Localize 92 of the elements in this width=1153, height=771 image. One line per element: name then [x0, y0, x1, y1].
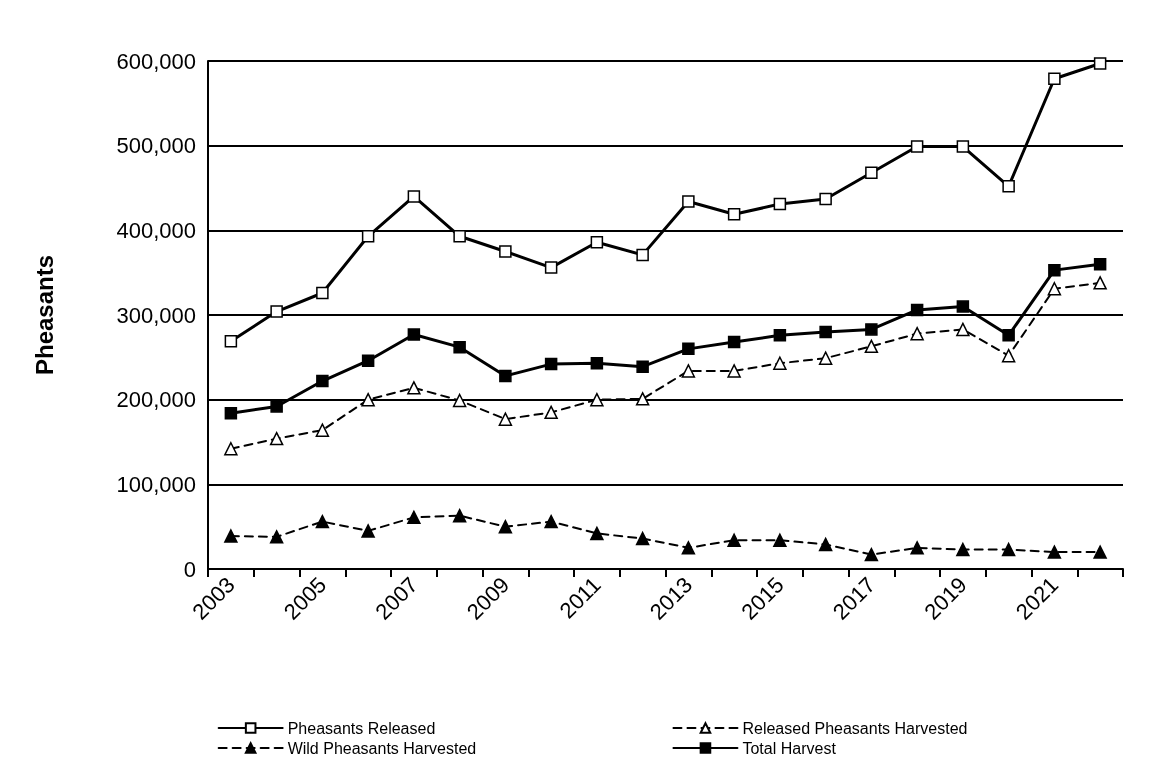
- point: [590, 392, 604, 407]
- point: [865, 166, 878, 180]
- point: [956, 542, 970, 557]
- point: [407, 190, 421, 203]
- point: [910, 303, 924, 317]
- point: [499, 245, 512, 258]
- point: [544, 357, 558, 371]
- point: [865, 323, 878, 336]
- point: [1093, 545, 1107, 559]
- point: [316, 374, 329, 388]
- legend-label: Total Harvest: [742, 739, 837, 757]
- point: [819, 325, 832, 339]
- point: [1047, 545, 1062, 559]
- point: [270, 305, 283, 318]
- y-tick-label: 200,000: [116, 387, 196, 413]
- point: [773, 197, 787, 211]
- point: [224, 335, 238, 348]
- point: [453, 230, 466, 243]
- point: [681, 541, 696, 555]
- point: [636, 360, 649, 373]
- y-tick-label: 100,000: [116, 471, 196, 497]
- point: [315, 514, 330, 529]
- point: [727, 364, 741, 378]
- point: [819, 192, 832, 206]
- point: [407, 510, 421, 525]
- y-tick-label: 500,000: [116, 133, 196, 159]
- point: [635, 392, 650, 406]
- point: [773, 329, 787, 342]
- point: [407, 328, 421, 341]
- legend-label: Pheasants Released: [287, 719, 436, 737]
- point: [453, 340, 466, 354]
- point: [224, 442, 238, 456]
- y-tick-label: 600,000: [116, 48, 196, 74]
- point: [956, 300, 970, 313]
- point: [407, 381, 421, 395]
- point: [1001, 348, 1016, 363]
- point: [1002, 329, 1015, 342]
- point: [269, 530, 284, 544]
- legend-label: Wild Pheasants Harvested: [287, 739, 477, 757]
- point: [727, 533, 741, 547]
- point: [315, 423, 330, 437]
- point: [818, 537, 833, 552]
- point: [682, 195, 695, 208]
- point: [544, 405, 558, 420]
- point: [682, 342, 695, 356]
- point: [224, 529, 238, 543]
- point: [727, 335, 741, 349]
- y-tick-label: 0: [183, 556, 196, 582]
- y-tick-label: 400,000: [116, 217, 196, 243]
- point: [361, 524, 375, 538]
- point: [361, 230, 375, 243]
- point: [361, 354, 375, 367]
- point: [224, 406, 238, 420]
- point: [727, 208, 741, 221]
- point: [910, 541, 924, 555]
- point: [635, 531, 650, 546]
- point: [818, 351, 833, 365]
- y-axis-title: Pheasants: [30, 254, 58, 376]
- point: [544, 514, 558, 529]
- point: [773, 356, 787, 371]
- point: [1093, 276, 1107, 290]
- legend-label: Released Pheasants Harvested: [742, 719, 968, 737]
- point: [956, 322, 970, 337]
- point: [590, 357, 604, 370]
- point: [1001, 542, 1016, 557]
- point: [590, 526, 604, 541]
- point: [864, 547, 879, 562]
- point: [864, 339, 879, 354]
- point: [590, 235, 604, 249]
- point: [499, 369, 512, 383]
- point: [270, 400, 283, 413]
- point: [269, 431, 284, 446]
- point: [498, 412, 513, 426]
- point: [1047, 282, 1062, 296]
- point: [452, 508, 467, 523]
- point: [773, 533, 787, 547]
- point: [636, 248, 649, 262]
- point: [316, 286, 329, 300]
- point: [544, 261, 558, 274]
- point: [1093, 57, 1107, 70]
- point: [452, 393, 467, 408]
- point: [1048, 263, 1061, 277]
- point: [910, 326, 924, 341]
- point: [956, 140, 970, 153]
- point: [1002, 180, 1015, 193]
- point: [1048, 72, 1061, 86]
- point: [1093, 257, 1107, 271]
- point: [498, 519, 513, 534]
- point: [681, 364, 696, 378]
- point: [910, 140, 924, 153]
- y-tick-label: 300,000: [116, 302, 196, 328]
- point: [361, 392, 375, 407]
